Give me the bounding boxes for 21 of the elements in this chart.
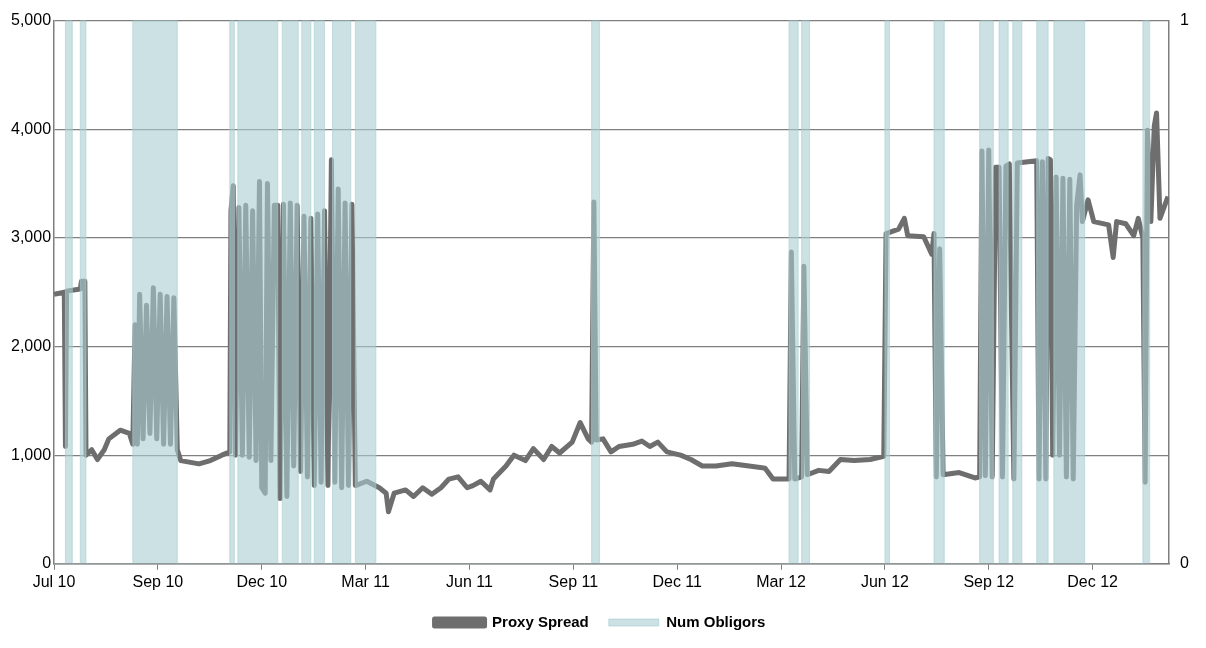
x-tick-label: Dec 12 [1067, 572, 1119, 590]
y-tick-label: 1,000 [10, 445, 52, 463]
y-tick-label: 3,000 [10, 228, 52, 246]
x-tick-label: Jun 11 [446, 572, 493, 590]
x-tick-label: Dec 10 [236, 572, 288, 590]
x-tick-label: Mar 11 [341, 572, 391, 590]
x-tick-label: Jul 10 [32, 572, 76, 590]
x-tick-label: Mar 12 [756, 572, 807, 590]
x-tick-label: Sep 12 [963, 572, 1015, 590]
y-tick-label: 2,000 [10, 336, 52, 354]
y-tick-label: 4,000 [10, 119, 52, 137]
y-tick-label: 5,000 [10, 11, 52, 29]
x-tick-label: Jun 12 [860, 572, 910, 590]
y-tick-label: 0 [42, 554, 52, 572]
x-tick-label: Sep 11 [548, 572, 599, 590]
legend-label: Proxy Spread [492, 612, 589, 630]
y2-tick-label: 0 [1180, 554, 1190, 572]
x-tick-label: Dec 11 [652, 572, 703, 590]
x-tick-label: Sep 10 [132, 572, 184, 590]
legend-label: Num Obligors [666, 612, 766, 630]
y2-tick-label: 1 [1180, 11, 1190, 29]
